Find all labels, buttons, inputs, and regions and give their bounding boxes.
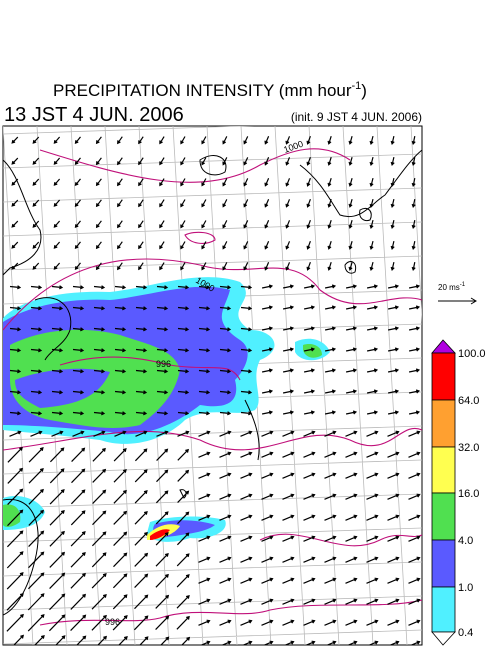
map-content: 1000 1000 996 996 [3,126,422,645]
wind-scale: 20 ms-1 [438,282,477,305]
colorbar-label: 16.0 [458,488,479,500]
title-text: PRECIPITATION INTENSITY (mm hour [53,81,352,100]
title: PRECIPITATION INTENSITY (mm hour-1) [53,80,367,100]
colorbar-label: 100.0 [458,348,486,360]
colorbar-segment [431,586,456,633]
colorbar-labels: 100.0 64.0 32.0 16.0 4.0 1.0 0.4 [458,348,486,639]
colorbar-segment [431,539,456,588]
colorbar-segment [431,352,456,401]
colorbar-under [431,631,456,646]
precip-west-green [3,504,21,527]
precip-blue-inner [15,368,110,408]
title-suffix: ) [361,81,367,100]
isobar-label: 996 [105,617,120,627]
colorbar-label: 0.4 [458,627,473,639]
map: 1000 1000 996 996 [2,125,423,646]
valid-time: 13 JST 4 JUN. 2006 [4,104,184,126]
colorbar-segment [431,399,456,448]
colorbar-segment [431,492,456,541]
colorbar-label: 64.0 [458,395,479,407]
colorbar-segment [431,446,456,494]
isobar-label: 996 [156,359,171,369]
wind-scale-sup: -1 [460,282,466,288]
coastlines [3,149,422,616]
colorbar-label: 1.0 [458,582,473,594]
wind-scale-text: 20 ms [438,283,460,292]
colorbar-over [431,339,456,354]
wind-arrows [6,135,421,645]
wind-scale-label: 20 ms-1 [438,282,466,292]
colorbar [431,339,456,646]
colorbar-label: 32.0 [458,442,479,454]
precip-south-red [150,529,170,540]
wind-scale-arrow [438,297,477,305]
title-sup: -1 [352,80,362,92]
colorbar-label: 4.0 [458,535,473,547]
init-time: (init. 9 JST 4 JUN. 2006) [291,110,422,124]
